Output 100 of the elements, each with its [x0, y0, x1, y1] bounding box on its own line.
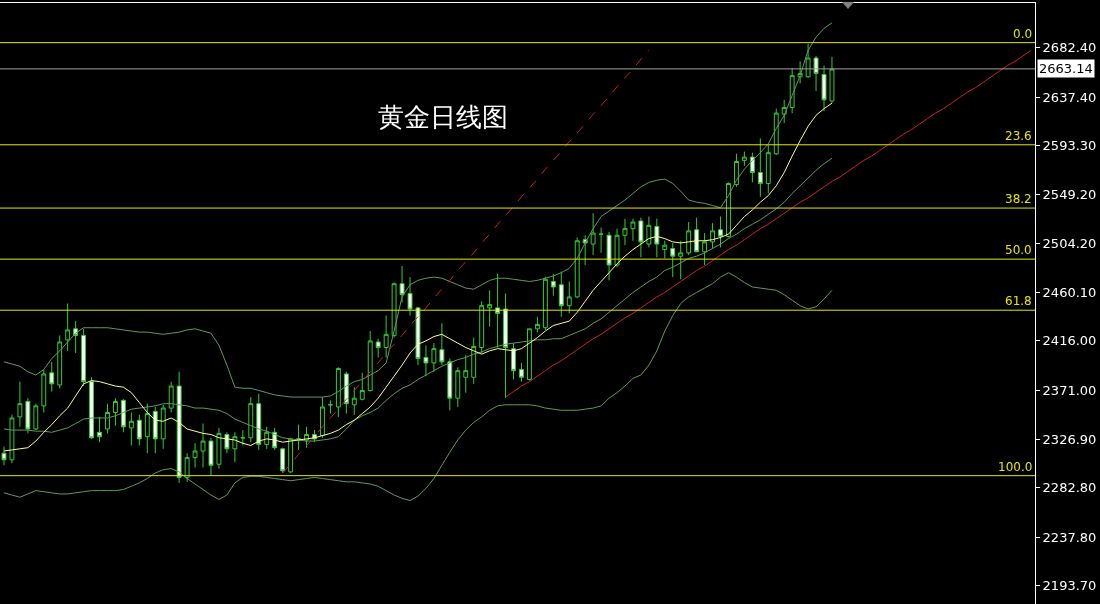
y-tick-label: 2193.70 — [1042, 578, 1097, 594]
candlestick — [781, 99, 787, 124]
text: 黄金日线图 — [378, 102, 508, 133]
candlestick — [65, 303, 71, 352]
candlestick — [216, 427, 222, 470]
candlestick — [487, 289, 493, 328]
candlestick — [526, 328, 532, 382]
candlestick — [105, 403, 110, 434]
candlestick — [319, 396, 325, 439]
candlestick — [97, 416, 102, 443]
candlestick — [582, 234, 588, 266]
candlestick — [208, 437, 214, 476]
annotation: 61.8 — [1005, 294, 1032, 308]
candlestick — [288, 437, 294, 474]
candlestick — [471, 337, 477, 385]
y-tick-label: 2682.40 — [1042, 40, 1097, 56]
y-tick-label: 2237.80 — [1042, 529, 1097, 545]
candlestick — [821, 65, 827, 112]
candlestick — [136, 414, 142, 446]
line-series — [505, 49, 1032, 398]
candlestick — [566, 280, 572, 314]
candlestick — [741, 151, 747, 167]
candlestick — [463, 354, 469, 394]
candlestick — [447, 358, 453, 411]
candlestick — [718, 216, 723, 248]
candlestick — [407, 276, 413, 317]
candlestick — [773, 108, 779, 156]
candlestick — [503, 293, 509, 399]
candlestick — [144, 403, 150, 454]
candlestick — [327, 399, 333, 415]
y-tick-label: 2416.00 — [1042, 333, 1097, 349]
candlestick — [495, 273, 501, 349]
y-tick-label: 2637.40 — [1042, 89, 1097, 105]
candlestick — [335, 366, 341, 418]
candlestick — [479, 300, 485, 354]
candlestick — [224, 431, 230, 454]
candlestick — [757, 137, 763, 198]
candlestick — [678, 240, 684, 280]
y-tick-label: 2504.20 — [1042, 236, 1097, 252]
candlestick — [574, 236, 580, 299]
candlestick — [280, 447, 286, 474]
candlestick — [383, 315, 389, 358]
candlestick — [511, 342, 516, 380]
candlestick — [375, 338, 381, 358]
annotation: 100.0 — [998, 460, 1033, 474]
candlestick — [415, 306, 421, 366]
candlestick — [168, 381, 174, 413]
candlestick — [542, 276, 548, 331]
candlestick — [33, 403, 39, 431]
candlestick — [805, 43, 811, 79]
y-tick-label: 2326.90 — [1042, 431, 1097, 447]
candlestick — [789, 67, 795, 114]
candlestick — [240, 429, 246, 446]
candlestick — [184, 452, 190, 483]
y-tick-label: 2371.00 — [1042, 383, 1097, 399]
candlestick — [455, 366, 461, 408]
candlestick — [17, 381, 23, 428]
candlestick — [248, 396, 254, 443]
candlestick — [638, 217, 644, 258]
candlestick — [590, 212, 596, 256]
annotation: 0.0 — [1013, 27, 1033, 41]
candlestick — [128, 411, 134, 446]
candlestick — [367, 330, 373, 393]
candlestick — [813, 55, 819, 92]
candlestick — [176, 371, 182, 484]
candlestick — [256, 393, 262, 451]
candlestick — [606, 231, 612, 281]
candlestick — [534, 316, 540, 333]
candlestick — [49, 361, 55, 393]
candlestick — [558, 271, 564, 318]
annotation: 38.2 — [1005, 192, 1032, 206]
candlestick — [1, 446, 7, 466]
candlestick — [152, 406, 158, 454]
candlestick — [519, 362, 524, 383]
candlestick — [9, 414, 15, 464]
candlestick — [765, 144, 771, 194]
candlestick — [654, 218, 660, 258]
candlestick — [439, 322, 445, 366]
candlestick — [25, 397, 31, 434]
candlestick — [670, 242, 676, 278]
candlestick — [120, 398, 126, 433]
candlestick — [622, 218, 628, 246]
line-series — [282, 49, 650, 474]
y-tick-label: 2282.80 — [1042, 480, 1097, 496]
candlestick — [81, 328, 87, 387]
candlestick — [343, 371, 349, 415]
line-series — [3, 157, 833, 442]
candlestick — [749, 152, 755, 183]
candlestick — [598, 227, 604, 254]
y-tick-label: 2549.20 — [1042, 186, 1097, 202]
candlestick — [89, 376, 95, 440]
line-series — [3, 272, 833, 502]
ref-line-label: 2663.14 — [1039, 61, 1093, 76]
candlestick — [694, 217, 700, 253]
candlestick — [296, 424, 302, 451]
annotation: 23.6 — [1005, 129, 1032, 143]
line-series — [3, 22, 833, 398]
candlestick — [686, 221, 692, 256]
candlestick — [351, 386, 357, 416]
candlestick — [359, 372, 365, 401]
